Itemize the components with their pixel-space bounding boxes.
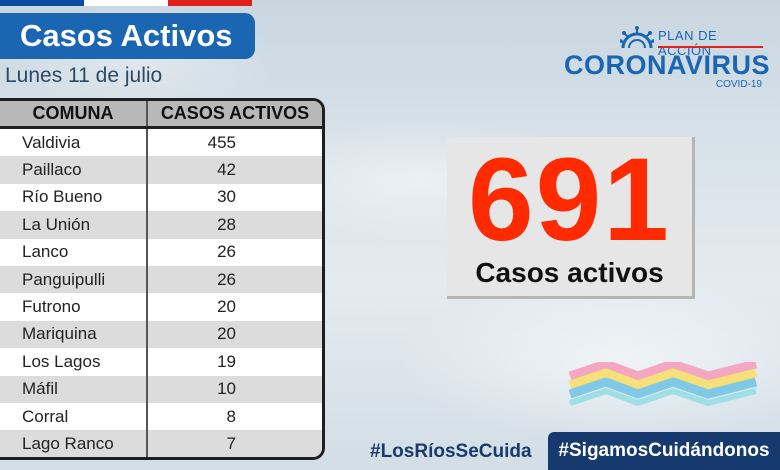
table-row: Corral 8 [0, 402, 322, 431]
table-row: Panguipulli 26 [0, 265, 322, 294]
wave-stripes-graphic [568, 362, 758, 407]
casos-cell: 28 [217, 214, 236, 234]
comuna-cell: Lanco [0, 238, 148, 266]
table-row: Los Lagos 19 [0, 348, 322, 376]
covid-label: COVID-19 [715, 79, 762, 90]
casos-cell: 20 [217, 324, 236, 344]
table-row: Mariquina 20 [0, 320, 322, 349]
comuna-cell: Valdivia [0, 129, 148, 157]
table-row: Futrono 20 [0, 293, 322, 321]
casos-cell: 10 [217, 379, 236, 399]
casos-cell: 30 [217, 187, 236, 207]
table-row: Máfil 10 [0, 375, 322, 403]
coronavirus-logo: PLAN DE ACCIÓN CORONAVIRUS COVID-19 [560, 26, 771, 92]
table-row: Lago Ranco 7 [0, 430, 322, 457]
table-row: Lanco 26 [0, 238, 322, 266]
casos-cell: 19 [217, 351, 236, 371]
virus-icon [620, 26, 654, 49]
hashtag-sigamos: #SigamosCuidándonos [558, 440, 770, 461]
casos-cell: 20 [217, 297, 236, 317]
plan-underline [658, 46, 763, 48]
table-row: Paillaco 42 [0, 156, 322, 184]
table-row: Río Bueno 30 [0, 183, 322, 212]
page-title-tab: Casos Activos [0, 13, 255, 59]
casos-cell: 8 [226, 406, 236, 426]
header-casos-activos: CASOS ACTIVOS [160, 103, 310, 123]
cases-table: COMUNA CASOS ACTIVOS Valdivia 455 Paillaco… [0, 98, 325, 460]
comuna-cell: Los Lagos [0, 348, 148, 376]
casos-cell: 455 [207, 132, 236, 152]
total-card: 691 Casos activos [447, 137, 695, 299]
total-caption: Casos activos [475, 257, 664, 288]
header-comuna: COMUNA [0, 101, 148, 126]
brand-label: CORONAVIRUS [564, 50, 771, 80]
comuna-cell: Mariquina [0, 320, 148, 349]
table-row: La Unión 28 [0, 211, 322, 239]
hashtag-sigamos-banner: #SigamosCuidándonos [548, 432, 780, 470]
casos-cell: 42 [217, 160, 236, 180]
comuna-cell: Paillaco [0, 156, 148, 184]
hashtag-los-rios: #LosRíosSeCuida [370, 441, 532, 462]
comuna-cell: Lago Ranco [0, 430, 148, 457]
table-body: Valdivia 455 Paillaco 42 Río Bueno 30 La Unión… [0, 129, 322, 457]
comuna-cell: La Unión [0, 211, 148, 239]
comuna-cell: Panguipulli [0, 265, 148, 294]
casos-cell: 7 [226, 433, 236, 453]
comuna-cell: Máfil [0, 375, 148, 403]
comuna-cell: Río Bueno [0, 183, 148, 212]
comuna-cell: Corral [0, 402, 148, 431]
flag-strip [0, 0, 252, 6]
casos-cell: 26 [217, 242, 236, 262]
comuna-cell: Futrono [0, 293, 148, 321]
page-title: Casos Activos [20, 18, 233, 53]
casos-cell: 26 [217, 269, 236, 289]
total-active-cases: 691 [468, 134, 671, 266]
table-header: COMUNA CASOS ACTIVOS [0, 101, 322, 129]
table-row: Valdivia 455 [0, 129, 322, 157]
report-date: Lunes 11 de julio [5, 64, 163, 87]
